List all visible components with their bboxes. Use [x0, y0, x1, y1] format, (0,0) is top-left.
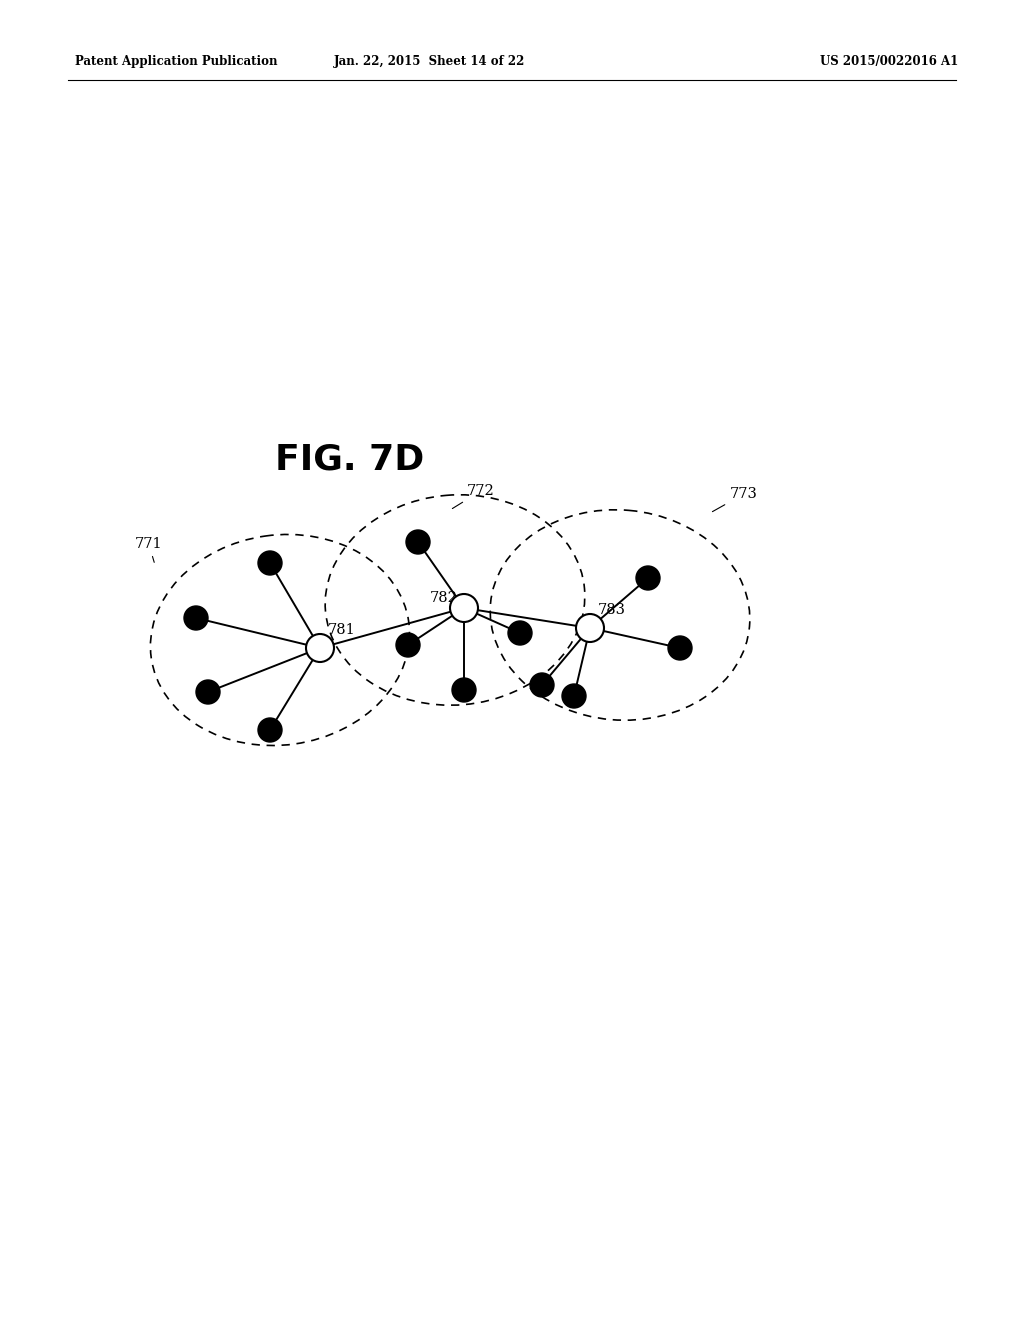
Text: 772: 772 [453, 484, 495, 508]
Circle shape [184, 606, 208, 630]
Circle shape [196, 680, 220, 704]
Text: 783: 783 [598, 603, 626, 616]
Text: US 2015/0022016 A1: US 2015/0022016 A1 [820, 55, 958, 69]
Text: 781: 781 [328, 623, 355, 638]
Text: 773: 773 [713, 487, 758, 512]
Text: 782: 782 [430, 591, 458, 605]
Circle shape [406, 531, 430, 554]
Circle shape [450, 594, 478, 622]
Circle shape [452, 678, 476, 702]
Circle shape [508, 620, 532, 645]
Circle shape [306, 634, 334, 663]
Circle shape [258, 718, 282, 742]
Text: Patent Application Publication: Patent Application Publication [75, 55, 278, 69]
Circle shape [575, 614, 604, 642]
Circle shape [396, 634, 420, 657]
Circle shape [562, 684, 586, 708]
Text: FIG. 7D: FIG. 7D [275, 444, 425, 477]
Circle shape [258, 550, 282, 576]
Circle shape [668, 636, 692, 660]
Text: Jan. 22, 2015  Sheet 14 of 22: Jan. 22, 2015 Sheet 14 of 22 [334, 55, 525, 69]
Circle shape [530, 673, 554, 697]
Circle shape [636, 566, 660, 590]
Text: 771: 771 [135, 537, 163, 562]
